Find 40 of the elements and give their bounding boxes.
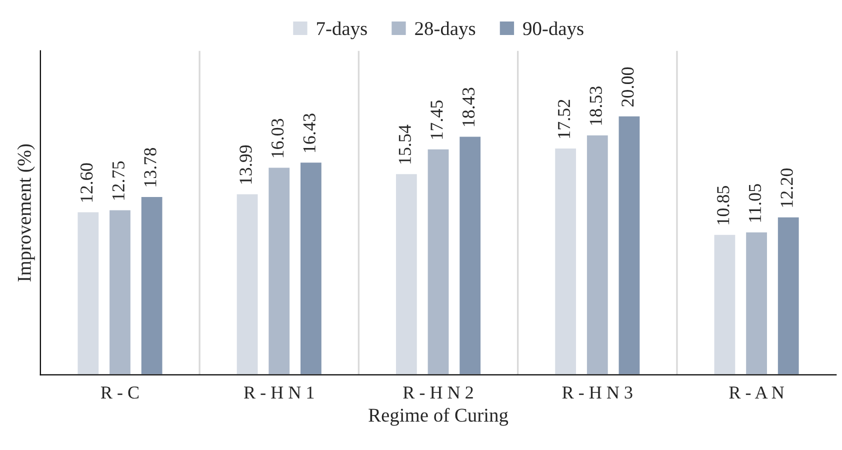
data-label: 20.00 [622,67,634,107]
data-label: 16.43 [303,114,316,152]
bar [108,208,132,375]
legend-label: 90-days [523,21,584,40]
bar [586,134,610,375]
legend-label: 7-days [317,21,367,40]
data-label: 18.43 [462,88,475,126]
data-label: 18.53 [590,86,602,125]
x-tick-label: R - H N 1 [244,386,314,398]
bar [776,216,800,375]
x-tick-label: R - C [100,386,139,399]
data-label: 11.05 [748,184,762,222]
data-label: 13.99 [240,145,252,184]
x-tick-label: R - H N 3 [562,386,632,399]
bar [426,148,450,375]
x-tick-label: R - A N [729,386,784,398]
x-tick-label: R - H N 2 [403,386,473,398]
bar [712,234,737,375]
bar [235,192,260,375]
bar [458,135,482,375]
bar [617,114,642,375]
data-label: 13.78 [144,148,156,186]
data-label: 15.54 [398,124,412,164]
bar [554,147,578,375]
bar [140,196,164,375]
data-label: 17.45 [430,100,443,139]
data-label: 17.52 [558,100,570,138]
bar [744,230,768,375]
y-axis-title: Improvement (%) [17,144,35,282]
bar [299,161,323,375]
data-label: 12.75 [112,161,125,200]
legend-label: 28-days [415,21,476,40]
bar [267,166,291,375]
data-label: 12.20 [780,168,793,207]
x-axis-title: Regime of Curing [368,408,508,426]
bar [394,172,418,375]
data-label: 10.85 [717,186,730,224]
data-label: 16.03 [271,118,284,158]
data-label: 12.60 [80,163,93,202]
bar [76,210,100,375]
